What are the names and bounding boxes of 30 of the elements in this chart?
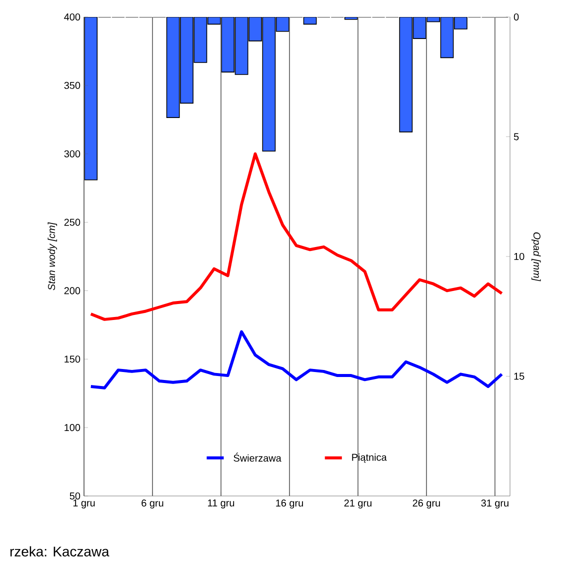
y-tick-label: 250 [64,218,80,226]
bar [234,16,248,75]
y2-tick-label: 5 [514,133,519,140]
bar [166,16,180,118]
bar [440,16,454,58]
x-tick-label: 21 gru [344,500,372,509]
bar [84,16,98,180]
y-tick-label: 350 [64,82,80,89]
y-tick-label: 300 [64,150,80,158]
x-tick-label: 26 gru [412,500,440,509]
bar [180,16,194,104]
text: rzeka: Kaczawa [10,546,110,556]
y-tick-label: 100 [64,424,80,432]
y2-tick-label: 15 [514,372,524,380]
x-tick-label: 1 gru [73,500,95,508]
line-series [89,152,504,321]
x-tick-label: 6 gru [142,500,164,509]
y-tick-label: 50 [70,492,80,500]
y-axis-title: Stan wody [cm] [48,222,58,290]
y-tick-label: 200 [64,287,80,294]
y2-axis-title: Opad [mm] [531,232,541,282]
x-tick-label: 16 gru [276,500,303,509]
x-tick-label: 11 gru [208,500,234,508]
y-tick-label: 150 [64,356,80,363]
legend-label: Świerzawa [234,452,282,462]
x-tick-label: 31 gru [481,500,508,509]
line-series [89,330,504,390]
y-tick-label: 400 [64,13,80,21]
y2-tick-label: 10 [514,252,524,260]
y2-tick-label: 0 [514,13,519,21]
